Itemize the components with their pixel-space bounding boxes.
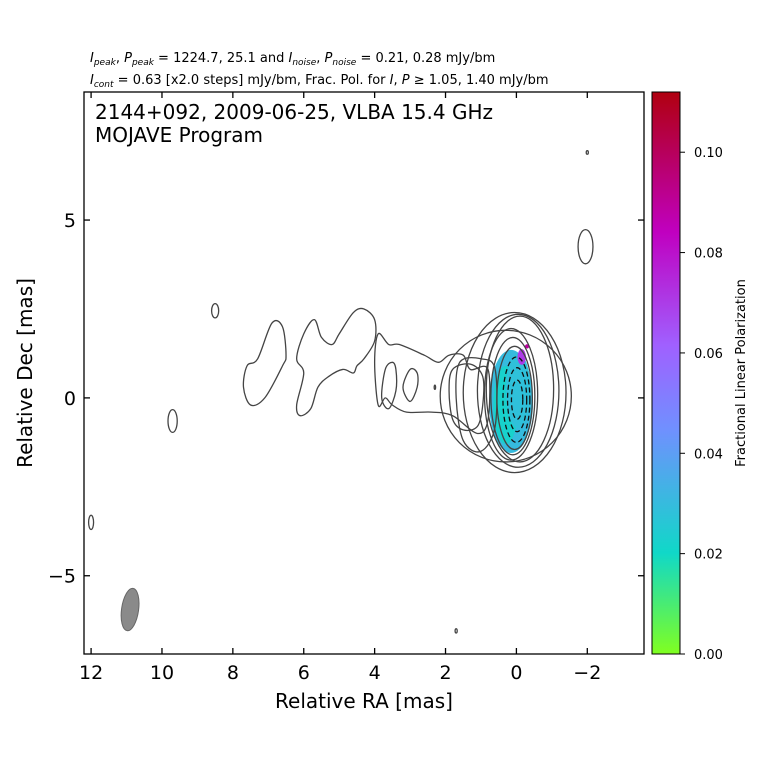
small-contour	[167, 408, 178, 434]
x-tick-label: −2	[573, 662, 601, 684]
core-contour	[502, 356, 531, 444]
small-contour	[210, 302, 220, 319]
x-tick-label: 8	[227, 662, 239, 684]
y-tick-label: 5	[64, 210, 76, 232]
y-tick-label: 0	[64, 388, 76, 410]
core-contour	[506, 367, 528, 433]
beam-ellipse	[120, 587, 140, 632]
x-tick-label: 2	[439, 662, 451, 684]
small-contour	[585, 150, 590, 155]
contour-layer	[87, 150, 594, 634]
colorbar-tick-label: 0.00	[694, 648, 723, 663]
colorbar-label: Fractional Linear Polarization	[734, 279, 749, 467]
colorbar-tick-label: 0.08	[694, 247, 723, 262]
small-contour	[87, 514, 95, 531]
jet-contour	[373, 332, 491, 435]
colorbar-tick-label: 0.04	[694, 447, 723, 462]
jet-contour	[448, 363, 485, 432]
core-contour	[510, 379, 524, 420]
core-contour	[485, 315, 555, 463]
core-contour	[476, 313, 560, 468]
jet-contour	[402, 367, 419, 403]
small-contour	[433, 384, 437, 391]
x-tick-label: 10	[150, 662, 174, 684]
jet-contour	[455, 357, 498, 453]
inset-program: MOJAVE Program	[95, 123, 263, 147]
jet-contour	[242, 319, 287, 407]
plot-frame	[83, 91, 645, 655]
header-line-1: Ipeak, Ppeak = 1224.7, 25.1 and Inoise, …	[90, 51, 495, 68]
x-tick-label: 12	[79, 662, 103, 684]
colorbar: 0.00 0.02 0.04 0.06 0.08 0.10	[651, 91, 723, 663]
colorbar-ticks: 0.00 0.02 0.04 0.06 0.08 0.10	[680, 146, 723, 663]
header-line-2: Icont = 0.63 [x2.0 steps] mJy/bm, Frac. …	[90, 73, 549, 90]
core-contour	[490, 336, 536, 456]
jet-contour	[380, 361, 398, 410]
y-tick-label: −5	[48, 566, 76, 588]
small-contour	[577, 229, 594, 265]
colorbar-tick-label: 0.10	[694, 146, 723, 161]
core-contour	[483, 327, 539, 461]
beam-layer	[120, 587, 140, 632]
inset-title: 2144+092, 2009-06-25, VLBA 15.4 GHz	[95, 100, 493, 124]
y-axis-label: Relative Dec [mas]	[13, 278, 37, 468]
colorbar-gradient	[651, 91, 681, 655]
plot-area: 12 10 8 6 4 2 0 −2 5 0 −5	[48, 91, 645, 684]
colorbar-tick-label: 0.06	[694, 347, 723, 362]
x-tick-label: 0	[510, 662, 522, 684]
colorbar-tick-label: 0.02	[694, 548, 723, 563]
jet-contour	[295, 307, 377, 417]
x-tick-label: 4	[369, 662, 381, 684]
x-axis-label: Relative RA [mas]	[275, 689, 453, 713]
core-contour	[462, 311, 567, 474]
tick-layer: 12 10 8 6 4 2 0 −2 5 0 −5	[48, 92, 644, 684]
small-contour	[454, 628, 458, 634]
x-tick-label: 6	[298, 662, 310, 684]
